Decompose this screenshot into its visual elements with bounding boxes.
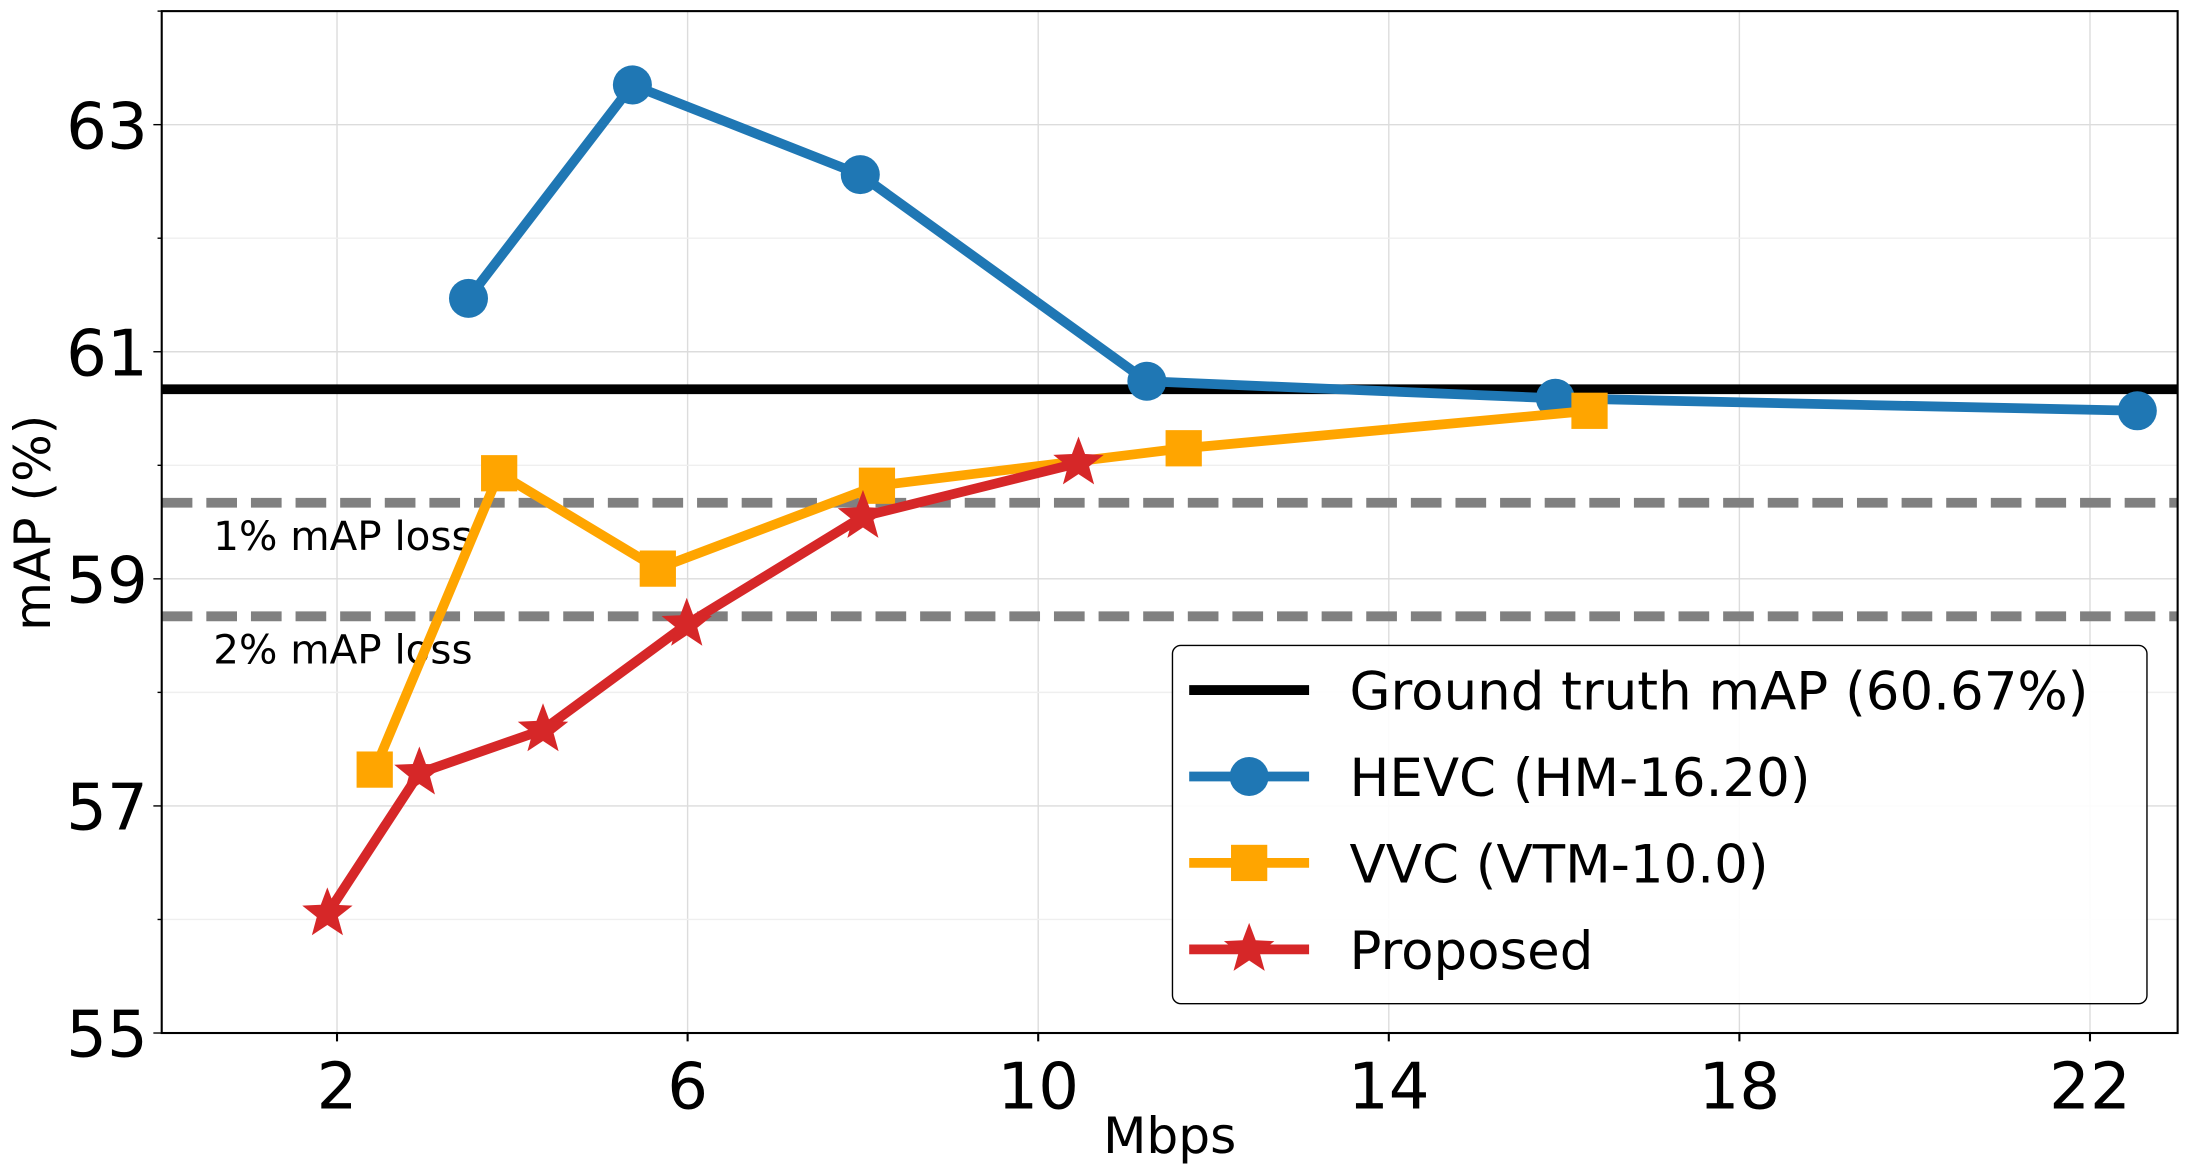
x-tick-label: 18 [1699,1049,1781,1124]
legend-marker [1229,756,1269,797]
data-point [1127,361,1167,401]
data-point [1053,436,1104,485]
plot-frame [160,10,2179,1035]
y-tick-label: 57 [66,771,148,846]
data-point [302,887,353,936]
legend-box [1171,644,2148,1005]
data-point [1571,392,1608,429]
x-tick-label: 22 [2049,1049,2131,1124]
data-point [2117,391,2157,431]
series-layer [302,65,2157,936]
data-point [837,489,889,538]
mAP-loss-label: 1% mAP loss [213,512,472,560]
x-axis-label: Mbps [1103,1106,1236,1165]
series-star [302,436,1104,936]
data-point [1165,430,1202,467]
y-tick-label: 63 [66,89,148,164]
legend-label: Ground truth mAP (60.67%) [1350,662,2089,723]
data-point [639,550,676,587]
legend-label: Proposed [1350,921,1594,982]
legend-label: HEVC (HM-16.20) [1350,748,1811,809]
series-circle [448,65,2157,431]
legend-marker [1231,844,1268,882]
data-point [840,155,880,195]
y-tick-label: 59 [66,544,148,619]
data-point [1535,378,1575,418]
data-point [481,455,518,492]
x-tick-label: 14 [1348,1049,1430,1124]
legend: Ground truth mAP (60.67%) HEVC (HM-16.20)… [1171,644,2148,1005]
y-axis-label: mAP (%) [3,415,62,631]
y-tick-label: 61 [66,316,148,391]
x-tick-label: 6 [667,1049,708,1124]
data-point [448,278,489,318]
data-point [661,597,712,646]
data-point [394,746,445,795]
data-point [517,703,569,752]
x-tick-label: 10 [997,1049,1079,1124]
data-point [356,751,393,788]
data-point [612,65,652,105]
legend-marker [1223,922,1275,971]
series-line [464,80,2138,416]
series-line [370,405,1590,772]
x-tick-label: 2 [317,1049,358,1124]
tick-labels: 2 6 10 14 18 22 55 57 59 61 63 [66,10,2131,1124]
y-tick-label: 55 [66,998,148,1073]
series-line [323,458,1080,917]
legend-label: VVC (VTM-10.0) [1350,834,1769,895]
